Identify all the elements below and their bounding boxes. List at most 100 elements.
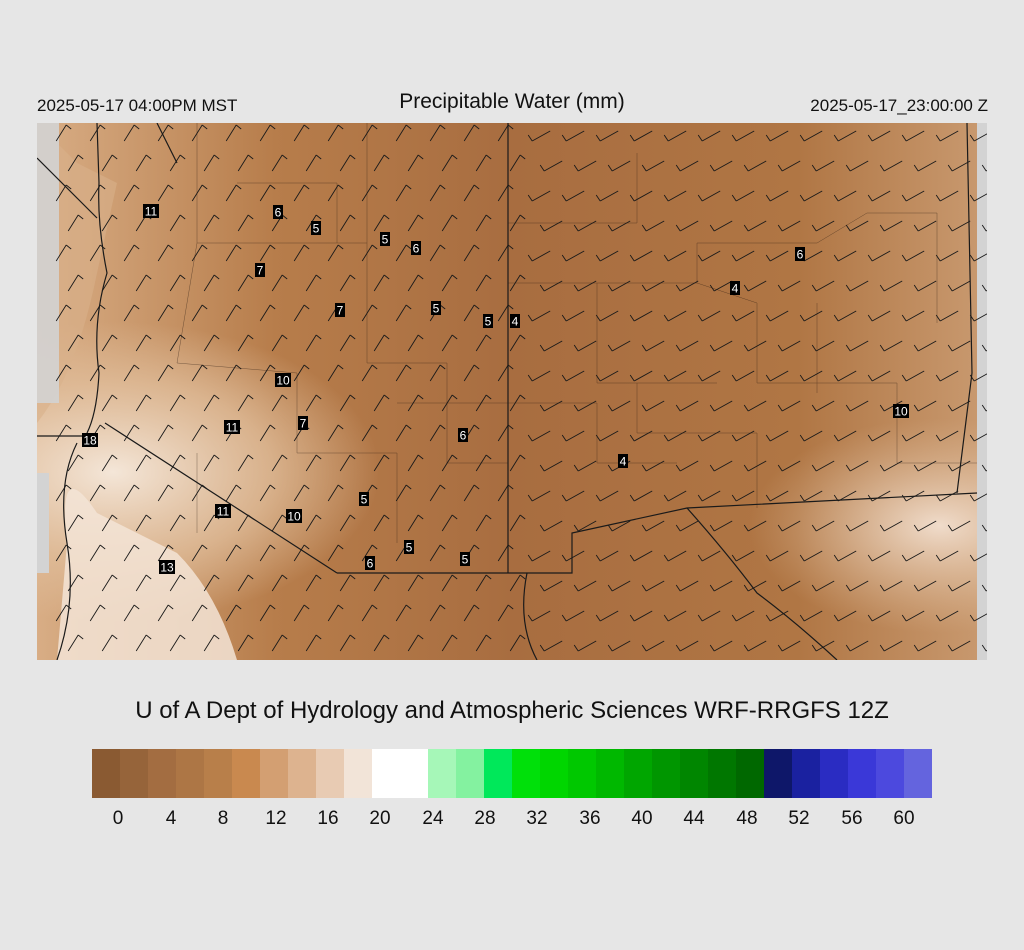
station-value-marker: 7 bbox=[255, 263, 265, 278]
color-scale-labels: 0 4 8 12 16 20 24 28 32 36 40 44 48 52 56 60 bbox=[0, 808, 1024, 838]
svg-text:5: 5 bbox=[462, 553, 469, 567]
svg-text:10: 10 bbox=[287, 510, 301, 524]
color-scale-label: 20 bbox=[369, 808, 391, 829]
svg-text:11: 11 bbox=[226, 421, 239, 435]
color-scale-cell bbox=[120, 749, 148, 798]
color-scale-label: 36 bbox=[579, 808, 601, 829]
station-value-marker: 11 bbox=[143, 204, 159, 219]
svg-text:6: 6 bbox=[797, 248, 804, 262]
color-scale-cell bbox=[764, 749, 792, 798]
color-scale-cell bbox=[792, 749, 820, 798]
color-scale bbox=[92, 749, 932, 798]
color-scale-cell bbox=[596, 749, 624, 798]
station-value-marker: 6 bbox=[365, 556, 375, 571]
svg-text:6: 6 bbox=[460, 429, 467, 443]
color-scale-label: 8 bbox=[217, 808, 229, 829]
color-scale-cell bbox=[344, 749, 372, 798]
station-value-marker: 5 bbox=[359, 492, 369, 507]
station-value-marker: 6 bbox=[458, 428, 468, 443]
color-scale-cell bbox=[624, 749, 652, 798]
svg-text:5: 5 bbox=[361, 493, 368, 507]
svg-text:10: 10 bbox=[894, 405, 908, 419]
station-value-marker: 7 bbox=[335, 303, 345, 318]
svg-text:10: 10 bbox=[276, 374, 290, 388]
station-value-marker: 7 bbox=[298, 416, 308, 431]
boundaries bbox=[37, 123, 978, 660]
map-title: Precipitable Water (mm) bbox=[399, 90, 625, 113]
precipitable-water-map: 11 6 5 5 6 7 7 5 5 4 4 6 10 11 7 18 6 4 10 5 11 10 5 5 6 13 bbox=[37, 123, 987, 660]
color-scale-cell bbox=[428, 749, 456, 798]
svg-text:7: 7 bbox=[300, 417, 307, 431]
color-scale-cell bbox=[736, 749, 764, 798]
station-value-marker: 13 bbox=[159, 560, 175, 575]
svg-text:5: 5 bbox=[433, 302, 440, 316]
station-value-marker: 10 bbox=[275, 373, 291, 388]
station-value-marker: 5 bbox=[460, 552, 470, 567]
color-scale-cell bbox=[204, 749, 232, 798]
color-scale-cell bbox=[148, 749, 176, 798]
color-scale-cell bbox=[400, 749, 428, 798]
station-value-marker: 4 bbox=[618, 454, 628, 469]
color-scale-label: 60 bbox=[893, 808, 915, 829]
svg-text:7: 7 bbox=[257, 264, 264, 278]
station-value-marker: 18 bbox=[82, 433, 98, 448]
color-scale-label: 52 bbox=[788, 808, 810, 829]
svg-text:5: 5 bbox=[313, 222, 320, 236]
color-scale-label: 56 bbox=[841, 808, 863, 829]
color-scale-cell bbox=[848, 749, 876, 798]
color-scale-cell bbox=[904, 749, 932, 798]
svg-text:5: 5 bbox=[382, 233, 389, 247]
color-scale-cell bbox=[260, 749, 288, 798]
color-scale-label: 0 bbox=[112, 808, 124, 829]
color-scale-cell bbox=[484, 749, 512, 798]
station-value-marker: 6 bbox=[273, 205, 283, 220]
station-value-marker: 11 bbox=[215, 504, 231, 519]
no-data-edge bbox=[977, 123, 987, 660]
svg-text:18: 18 bbox=[83, 434, 97, 448]
station-value-marker: 5 bbox=[483, 314, 493, 329]
station-value-marker: 4 bbox=[730, 281, 740, 296]
color-scale-cell bbox=[372, 749, 400, 798]
svg-text:6: 6 bbox=[413, 242, 420, 256]
station-value-marker: 10 bbox=[286, 509, 302, 524]
svg-text:7: 7 bbox=[337, 304, 344, 318]
station-value-marker: 6 bbox=[411, 241, 421, 256]
svg-text:4: 4 bbox=[732, 282, 739, 296]
color-scale-cell bbox=[820, 749, 848, 798]
station-value-marker: 6 bbox=[795, 247, 805, 262]
station-value-marker: 5 bbox=[311, 221, 321, 236]
svg-text:6: 6 bbox=[367, 557, 374, 571]
color-scale-label: 48 bbox=[736, 808, 758, 829]
color-scale-label: 4 bbox=[165, 808, 177, 829]
station-value-marker: 5 bbox=[404, 540, 414, 555]
county-lines bbox=[176, 123, 977, 543]
svg-text:4: 4 bbox=[620, 455, 627, 469]
valid-time-label: 2025-05-17_23:00:00 Z bbox=[810, 96, 988, 115]
station-value-marker: 11 bbox=[224, 420, 240, 435]
color-scale-cell bbox=[680, 749, 708, 798]
color-scale-cell bbox=[652, 749, 680, 798]
color-scale-cell bbox=[92, 749, 120, 798]
svg-text:5: 5 bbox=[406, 541, 413, 555]
color-scale-cell bbox=[540, 749, 568, 798]
color-scale-cell bbox=[568, 749, 596, 798]
wind-barbs bbox=[55, 124, 987, 652]
color-scale-cell bbox=[512, 749, 540, 798]
color-scale-cell bbox=[456, 749, 484, 798]
svg-text:5: 5 bbox=[485, 315, 492, 329]
station-value-marker: 4 bbox=[510, 314, 520, 329]
svg-text:11: 11 bbox=[145, 205, 158, 219]
color-scale-label: 16 bbox=[317, 808, 339, 829]
color-scale-label: 24 bbox=[422, 808, 444, 829]
station-markers: 11 6 5 5 6 7 7 5 5 4 4 6 10 11 7 18 6 4 10 5 11 10 5 5 6 13 bbox=[82, 204, 909, 575]
color-scale-label: 44 bbox=[683, 808, 705, 829]
color-scale-label: 28 bbox=[474, 808, 496, 829]
color-scale-cell bbox=[288, 749, 316, 798]
color-scale-cell bbox=[708, 749, 736, 798]
svg-text:13: 13 bbox=[160, 561, 174, 575]
station-value-marker: 10 bbox=[893, 404, 909, 419]
station-value-marker: 5 bbox=[380, 232, 390, 247]
svg-text:11: 11 bbox=[217, 505, 230, 519]
color-scale-cell bbox=[176, 749, 204, 798]
station-value-marker: 5 bbox=[431, 301, 441, 316]
